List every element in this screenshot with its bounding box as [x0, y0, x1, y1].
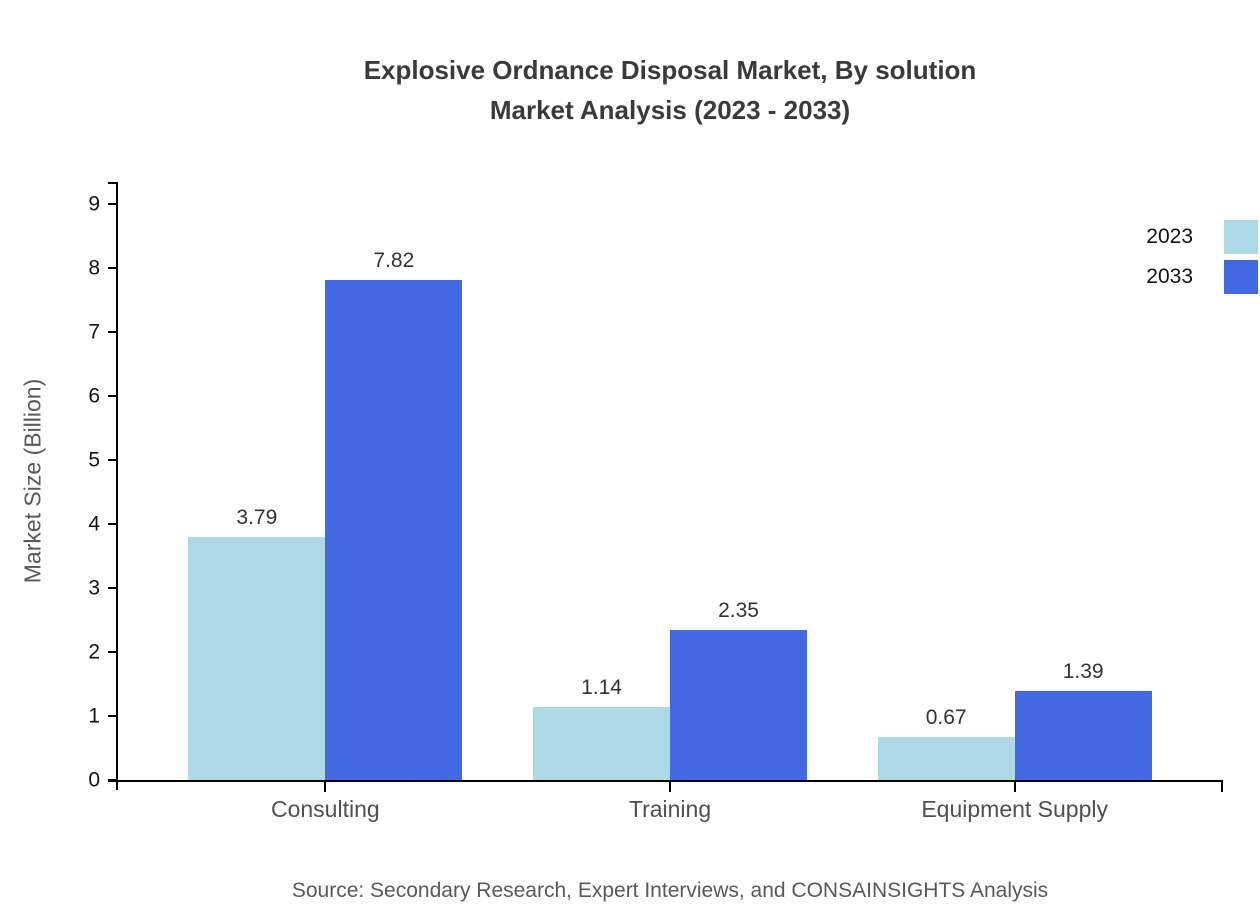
- y-tick-0: [108, 779, 116, 781]
- y-tick-label-1: 1: [88, 704, 100, 728]
- bar-value-label: 0.67: [925, 706, 967, 730]
- y-tick-9: [108, 203, 116, 205]
- x-category-label-training: Training: [628, 796, 712, 822]
- y-tick-label-3: 3: [88, 576, 100, 600]
- bar-value-label: 7.82: [373, 248, 415, 272]
- bar-2023-equipment-supply: 0.67: [877, 706, 1015, 780]
- chart-title: Explosive Ordnance Disposal Market, By s…: [118, 50, 1222, 130]
- y-tick-label-7: 7: [88, 320, 100, 344]
- legend-swatch-2023: [1224, 220, 1258, 254]
- y-tick-label-2: 2: [88, 640, 100, 664]
- y-tick-5: [108, 459, 116, 461]
- bar-group-consulting: 3.79 7.82 Consulting: [153, 182, 498, 822]
- bar-2033-equipment-supply: 1.39: [1014, 660, 1152, 780]
- y-tick-3: [108, 587, 116, 589]
- bar-2033-consulting: 7.82: [325, 249, 463, 780]
- legend-item-2023: 2023: [1146, 220, 1258, 254]
- y-tick-4: [108, 523, 116, 525]
- bar-2023-consulting: 3.79: [188, 506, 326, 780]
- bar-2033-training: 2.35: [670, 599, 807, 780]
- bar-group-equipment-supply: 0.67 1.39 Equipment Supply: [842, 182, 1187, 822]
- x-axis-end-cap: [1221, 780, 1223, 792]
- bar-value-label: 3.79: [236, 506, 278, 530]
- y-tick-label-5: 5: [88, 448, 100, 472]
- y-axis-end-cap: [108, 182, 116, 184]
- source-note: Source: Secondary Research, Expert Inter…: [291, 879, 1049, 902]
- chart-title-line1: Explosive Ordnance Disposal Market, By s…: [363, 55, 977, 85]
- bar-value-label: 1.14: [581, 676, 622, 700]
- x-tick-training: [669, 782, 671, 792]
- legend-label-2033: 2033: [1146, 265, 1193, 288]
- bar-2023-training: 1.14: [533, 676, 670, 780]
- y-tick-label-6: 6: [88, 384, 100, 408]
- y-tick-label-4: 4: [88, 512, 100, 536]
- y-tick-2: [108, 651, 116, 653]
- legend-swatch-2033: [1224, 260, 1258, 294]
- x-category-label-equipment-supply: Equipment Supply: [921, 796, 1109, 822]
- bar-value-label: 1.39: [1062, 660, 1104, 684]
- chart-title-line2: Market Analysis (2023 - 2033): [489, 95, 851, 125]
- x-category-label-consulting: Consulting: [270, 796, 380, 822]
- y-tick-label-8: 8: [88, 256, 100, 280]
- y-tick-8: [108, 267, 116, 269]
- bar-groups: 3.79 7.82 Consulting 1.14 2.35 Training 0.67 1.…: [153, 182, 1187, 822]
- legend: 2023 2033: [1146, 220, 1258, 300]
- bar-value-label: 2.35: [718, 598, 759, 622]
- y-tick-1: [108, 715, 116, 717]
- y-tick-label-9: 9: [88, 192, 100, 216]
- legend-item-2033: 2033: [1146, 260, 1258, 294]
- bar-group-training: 1.14 2.35 Training: [498, 182, 843, 822]
- plot-area: 0 1 2 3 4 5 6 7 8 9 3.79 7.82 Consulting 1.14 2.35 Tra…: [88, 182, 1223, 822]
- x-tick-equipment-supply: [1013, 782, 1016, 792]
- y-tick-6: [108, 395, 116, 397]
- x-axis-line: [108, 780, 1222, 782]
- x-tick-consulting: [324, 782, 327, 792]
- legend-label-2023: 2023: [1146, 225, 1193, 248]
- y-tick-label-0: 0: [88, 768, 100, 792]
- y-axis-line: [116, 182, 118, 790]
- y-axis-label: Market Size (Billion): [19, 378, 46, 584]
- y-tick-7: [108, 331, 116, 333]
